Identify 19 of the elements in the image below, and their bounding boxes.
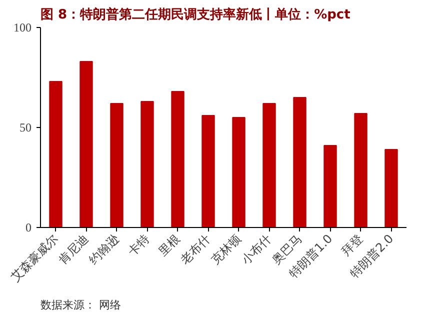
source-note: 数据来源： 网络 bbox=[40, 298, 121, 312]
x-tick-label: 克林顿 bbox=[208, 232, 244, 267]
chart-title: 图 8：特朗普第二任期民调支持率新低丨单位：%pct bbox=[40, 6, 350, 22]
bar bbox=[202, 115, 215, 228]
bar bbox=[171, 91, 184, 228]
bar bbox=[324, 145, 337, 228]
x-tick-label: 卡特 bbox=[125, 232, 152, 258]
bar bbox=[110, 103, 124, 228]
bar bbox=[80, 61, 93, 228]
bar bbox=[262, 103, 276, 228]
bar bbox=[140, 101, 154, 228]
y-tick-label: 50 bbox=[20, 120, 32, 134]
y-tick-label: 100 bbox=[14, 20, 32, 34]
bar bbox=[49, 81, 62, 228]
bar bbox=[354, 113, 368, 228]
bar bbox=[293, 97, 306, 228]
y-tick-label: 0 bbox=[26, 220, 32, 234]
bar bbox=[232, 117, 246, 228]
bar bbox=[384, 149, 398, 228]
